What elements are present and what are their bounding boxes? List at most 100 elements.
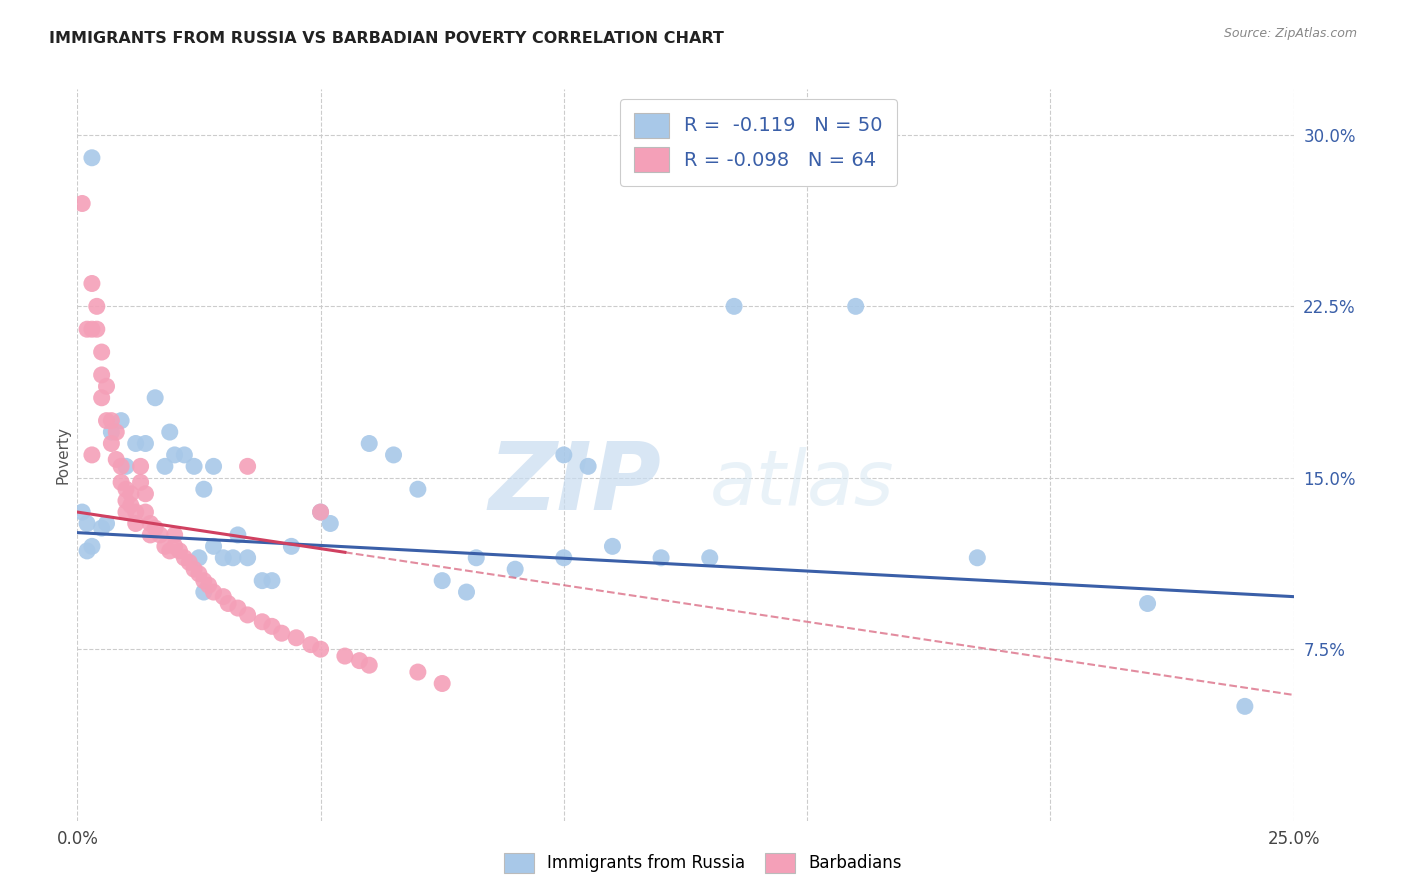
Text: atlas: atlas [710,447,894,521]
Point [202,585,225,599]
Point [193,574,215,588]
Legend: Immigrants from Russia, Barbadians: Immigrants from Russia, Barbadians [498,847,908,880]
Point [134,487,156,501]
Point [134,505,156,519]
Text: Source: ZipAtlas.com: Source: ZipAtlas.com [1223,27,1357,40]
Point [179,555,201,569]
Point [129,475,152,490]
Point [115,505,138,519]
Point [110,475,132,490]
Point [333,649,356,664]
Point [270,626,292,640]
Point [86,299,108,313]
Point [76,544,98,558]
Point [309,505,332,519]
Point [76,516,98,531]
Point [236,550,259,565]
Point [359,436,381,450]
Point [96,379,118,393]
Point [699,550,721,565]
Point [226,528,249,542]
Point [163,448,186,462]
Legend: R =  -0.119   N = 50, R = -0.098   N = 64: R = -0.119 N = 50, R = -0.098 N = 64 [620,99,897,186]
Point [359,658,381,673]
Point [139,528,162,542]
Point [202,539,225,553]
Point [80,448,103,462]
Point [193,585,215,599]
Point [90,368,112,382]
Point [129,459,152,474]
Point [406,665,429,679]
Point [349,654,371,668]
Point [80,151,103,165]
Point [723,299,745,313]
Point [553,448,575,462]
Point [236,459,259,474]
Point [100,425,122,439]
Point [125,505,148,519]
Point [309,642,332,657]
Point [153,539,176,553]
Point [153,459,176,474]
Point [183,459,205,474]
Point [96,516,118,531]
Point [382,448,405,462]
Point [503,562,526,576]
Point [183,562,205,576]
Text: ZIP: ZIP [488,438,661,530]
Point [212,590,235,604]
Point [188,550,211,565]
Point [120,487,142,501]
Point [139,516,162,531]
Point [966,550,988,565]
Point [143,521,166,535]
Point [105,425,128,439]
Point [163,528,186,542]
Point [115,459,138,474]
Point [90,521,112,535]
Point [115,493,138,508]
Point [80,322,103,336]
Point [125,436,148,450]
Point [845,299,868,313]
Point [173,448,195,462]
Point [80,277,103,291]
Point [169,544,191,558]
Point [430,676,453,690]
Point [80,539,103,553]
Point [212,550,235,565]
Point [70,505,93,519]
Point [105,452,128,467]
Point [197,578,219,592]
Point [309,505,332,519]
Point [650,550,672,565]
Point [125,516,148,531]
Point [250,574,273,588]
Point [70,196,93,211]
Point [280,539,302,553]
Point [134,436,156,450]
Point [250,615,273,629]
Point [110,414,132,428]
Point [143,391,166,405]
Point [1233,699,1256,714]
Point [260,619,283,633]
Point [602,539,624,553]
Point [430,574,453,588]
Point [299,638,322,652]
Point [76,322,98,336]
Point [193,482,215,496]
Point [285,631,308,645]
Point [319,516,342,531]
Point [576,459,599,474]
Point [217,597,239,611]
Y-axis label: Poverty: Poverty [55,425,70,484]
Point [90,391,112,405]
Point [406,482,429,496]
Point [202,459,225,474]
Point [149,528,172,542]
Point [553,550,575,565]
Point [222,550,245,565]
Point [163,539,186,553]
